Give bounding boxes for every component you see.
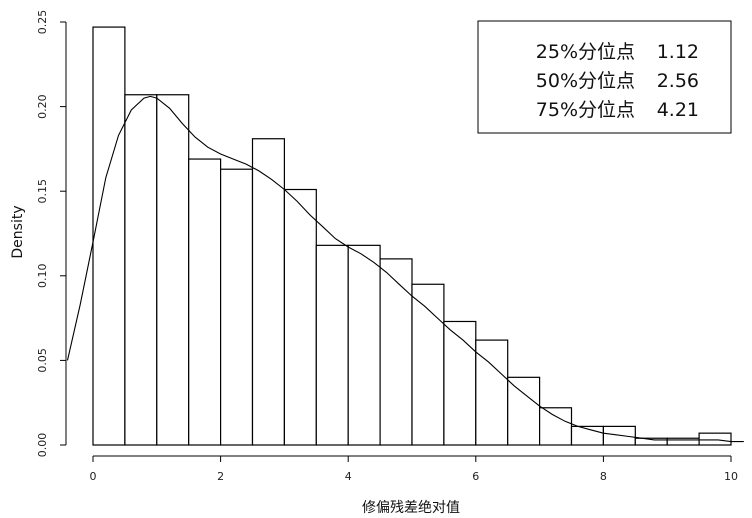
histogram-bar (379, 258, 413, 446)
histogram-bar (698, 432, 732, 446)
density-curve-layer (66, 95, 744, 443)
legend-quantile-value: 2.56 (657, 70, 699, 92)
histogram-bar (124, 94, 158, 446)
x-tick-label: 6 (472, 470, 479, 483)
x-tick-label: 0 (90, 470, 97, 483)
histogram-bar (475, 339, 509, 446)
histogram-bar (92, 26, 126, 446)
legend-quantile-label: 25%分位点 (536, 41, 635, 63)
y-tick-label: 0.10 (36, 264, 49, 289)
y-tick-label: 0.00 (36, 433, 49, 458)
x-axis: 0 2 4 6 8 10 (90, 455, 738, 483)
histogram-bar (315, 244, 349, 446)
histogram-bar (411, 283, 445, 446)
histogram-bar (666, 437, 700, 446)
legend-box (477, 20, 732, 134)
histogram-bar (156, 94, 190, 446)
histogram-bar (538, 407, 573, 446)
x-tick-label: 2 (217, 470, 224, 483)
y-axis-title: Density (10, 205, 26, 258)
histogram-bars (92, 26, 732, 446)
y-tick-label: 0.05 (36, 348, 49, 373)
histogram-bar (188, 158, 222, 446)
density-curve (66, 95, 744, 443)
x-tick-label: 8 (600, 470, 607, 483)
legend-quantile-label: 50%分位点 (536, 70, 635, 92)
y-tick-label: 0.25 (36, 10, 49, 35)
x-axis-title: 修偏残差绝对值 (362, 500, 460, 516)
histogram-bar (443, 320, 477, 446)
legend-quantile-value: 4.21 (657, 99, 699, 121)
legend-quantile-value: 1.12 (657, 41, 699, 63)
x-tick-label: 10 (724, 470, 738, 483)
y-axis: 0.00 0.05 0.10 0.15 0.20 0.25 (36, 10, 67, 458)
legend-quantile-label: 75%分位点 (536, 99, 635, 121)
quantile-legend: 25%分位点 1.12 50%分位点 2.56 75%分位点 4.21 (477, 20, 732, 134)
histogram-bar (220, 168, 254, 446)
histogram-bar (283, 188, 317, 446)
y-tick-label: 0.15 (36, 179, 49, 204)
histogram-bar (251, 138, 285, 446)
y-tick-label: 0.20 (36, 94, 49, 119)
histogram-bar (507, 376, 541, 446)
histogram-bar (347, 244, 381, 446)
x-tick-label: 4 (345, 470, 352, 483)
